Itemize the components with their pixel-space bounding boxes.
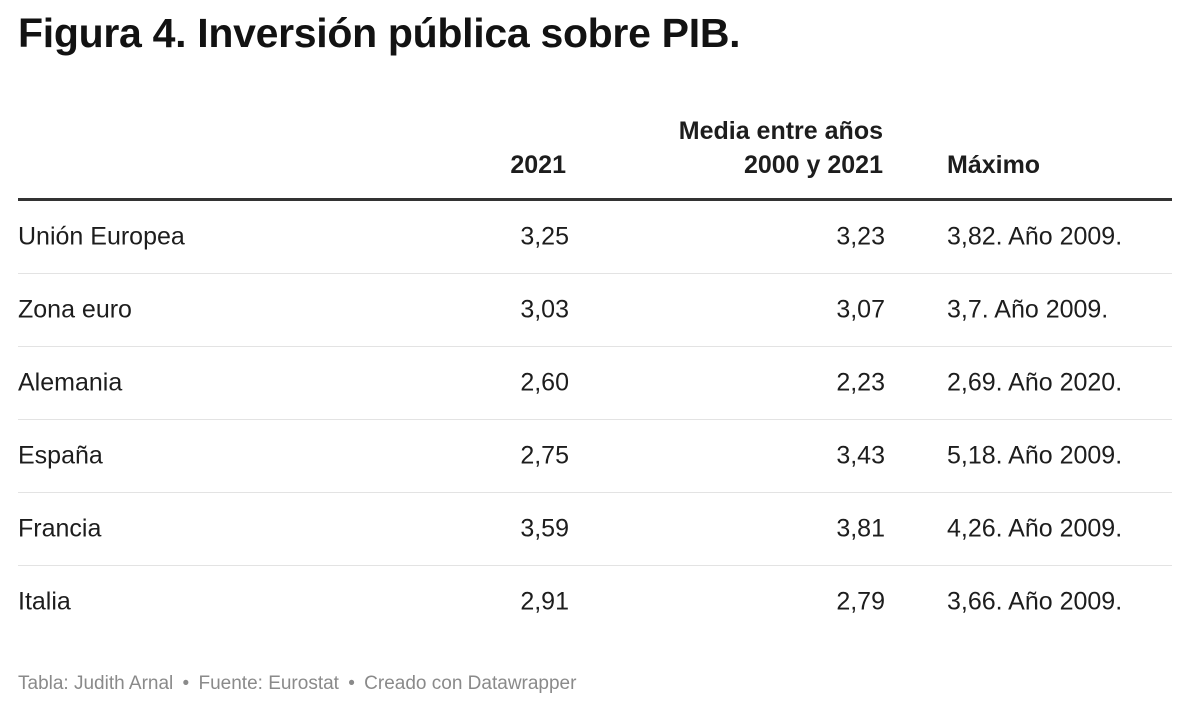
row-name: Unión Europea: [18, 222, 185, 251]
header-media-line1: Media entre años: [678, 117, 883, 145]
row-value-media: 3,81: [836, 514, 885, 543]
row-value-max: 5,18. Año 2009.: [947, 441, 1123, 470]
table-row: España 2,75 3,43 5,18. Año 2009.: [18, 420, 1172, 493]
header-media-line2: 2000 y 2021: [743, 151, 883, 179]
row-name: España: [18, 441, 103, 470]
footer-author: Tabla: Judith Arnal: [18, 673, 174, 694]
header-media: Media entre años 2000 y 2021: [623, 114, 883, 182]
table-row: Francia 3,59 3,81 4,26. Año 2009.: [18, 493, 1172, 566]
row-value-2021: 2,75: [520, 441, 569, 470]
table-row: Alemania 2,60 2,23 2,69. Año 2020.: [18, 347, 1172, 420]
footer-source: Fuente: Eurostat: [198, 673, 339, 694]
footer-separator: •: [348, 673, 355, 694]
footer-separator: •: [182, 673, 190, 694]
row-value-media: 3,23: [836, 222, 885, 251]
chart-title: Figura 4. Inversión pública sobre PIB.: [18, 10, 741, 56]
row-value-2021: 2,91: [520, 587, 569, 616]
header-max: Máximo: [947, 151, 1041, 179]
row-value-max: 3,7. Año 2009.: [947, 295, 1109, 324]
row-value-media: 3,07: [836, 295, 885, 324]
row-value-2021: 3,59: [520, 514, 569, 543]
row-name: Francia: [18, 514, 102, 543]
table-row: Italia 2,91 2,79 3,66. Año 2009.: [18, 566, 1172, 638]
row-name: Alemania: [18, 368, 123, 397]
row-value-max: 4,26. Año 2009.: [947, 514, 1123, 543]
data-table: 2021 Media entre años 2000 y 2021 Máximo…: [18, 112, 1172, 638]
row-value-2021: 3,03: [520, 295, 569, 324]
table-row: Unión Europea 3,25 3,23 3,82. Año 2009.: [18, 201, 1172, 274]
row-name: Italia: [18, 587, 71, 616]
header-2021: 2021: [510, 151, 566, 179]
footer-credit: Creado con Datawrapper: [364, 673, 577, 694]
row-value-max: 2,69. Año 2020.: [947, 368, 1123, 397]
row-value-max: 3,66. Año 2009.: [947, 587, 1123, 616]
row-name: Zona euro: [18, 295, 132, 324]
row-value-max: 3,82. Año 2009.: [947, 222, 1123, 251]
row-value-media: 2,23: [836, 368, 885, 397]
row-value-2021: 2,60: [520, 368, 569, 397]
row-value-media: 2,79: [836, 587, 885, 616]
row-value-2021: 3,25: [520, 222, 569, 251]
table-header: 2021 Media entre años 2000 y 2021 Máximo: [18, 112, 1172, 201]
row-value-media: 3,43: [836, 441, 885, 470]
footer-credits: Tabla: Judith Arnal • Fuente: Eurostat •…: [18, 673, 576, 695]
table-row: Zona euro 3,03 3,07 3,7. Año 2009.: [18, 274, 1172, 347]
